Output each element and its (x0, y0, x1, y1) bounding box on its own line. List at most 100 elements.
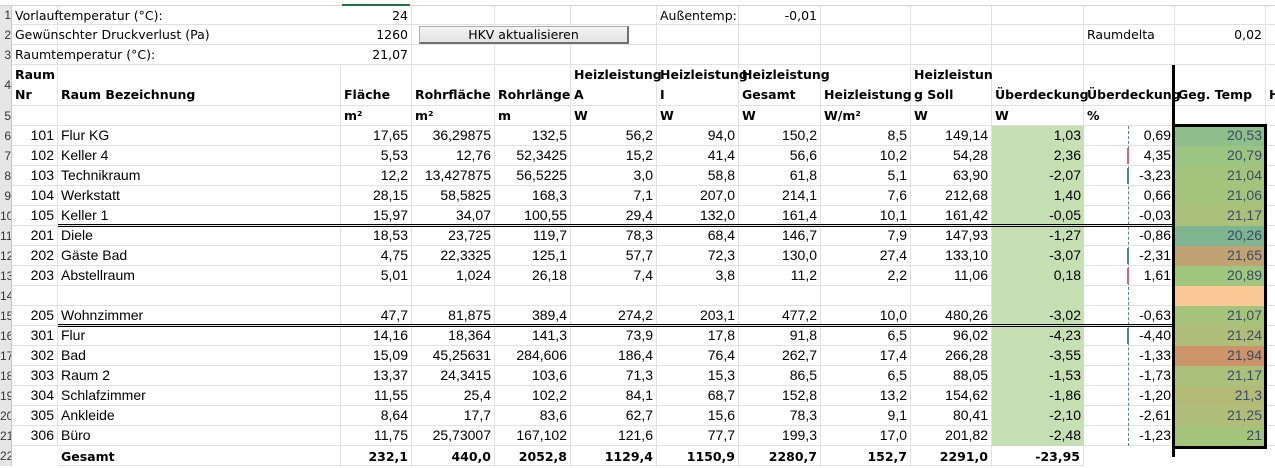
grid-cell[interactable] (1266, 286, 1275, 306)
cell-hl_a[interactable]: 15,2 (571, 146, 657, 166)
grid-cell[interactable] (1266, 326, 1275, 346)
cell-flaeche[interactable]: 12,2 (341, 166, 412, 186)
room-name[interactable]: Ankleide (58, 406, 341, 426)
druck-value[interactable]: 1260 (341, 25, 412, 45)
grid-cell[interactable] (1266, 266, 1275, 286)
cell-rohrflaeche[interactable]: 36,29875 (412, 126, 495, 146)
cell-hl_g[interactable]: 199,3 (739, 426, 821, 446)
cell-hl_g[interactable]: 130,0 (739, 246, 821, 266)
cell-flaeche[interactable] (341, 286, 412, 306)
cell-hl_g[interactable]: 477,2 (739, 306, 821, 326)
grid-cell[interactable] (571, 45, 657, 65)
cell-hl_soll[interactable]: 266,28 (911, 346, 992, 366)
cell-flaeche[interactable]: 17,65 (341, 126, 412, 146)
row-header[interactable]: 3 (0, 45, 12, 65)
cell-hl_g[interactable]: 150,2 (739, 126, 821, 146)
cell-ueber_w[interactable]: -0,05 (992, 206, 1084, 226)
raumdelta-value[interactable]: 0,02 (1175, 25, 1266, 45)
raumtemp-value[interactable]: 21,07 (341, 45, 412, 65)
cell-ueber_p[interactable]: -3,23 (1084, 166, 1175, 186)
row-header[interactable]: 7 (0, 146, 12, 166)
cell-hl_soll[interactable]: 80,41 (911, 406, 992, 426)
cell-hl_g[interactable]: 86,5 (739, 366, 821, 386)
room-name[interactable]: Werkstatt (58, 186, 341, 206)
cell-rohrflaeche[interactable]: 25,73007 (412, 426, 495, 446)
cell-rohrlaenge[interactable]: 103,6 (495, 366, 571, 386)
cell-flaeche[interactable]: 15,09 (341, 346, 412, 366)
grid-cell[interactable] (1266, 306, 1275, 326)
cell-hl_m2[interactable]: 7,6 (821, 186, 911, 206)
grid-cell[interactable] (1266, 25, 1275, 45)
geg-temp-cell[interactable]: 21,65 (1175, 246, 1266, 266)
grid-cell[interactable] (911, 6, 992, 25)
cell-hl_g[interactable]: 91,8 (739, 326, 821, 346)
geg-temp-cell[interactable] (1175, 286, 1266, 306)
geg-temp-cell[interactable]: 21,17 (1175, 366, 1266, 386)
cell-rohrlaenge[interactable]: 132,5 (495, 126, 571, 146)
cell-hl_a[interactable]: 56,2 (571, 126, 657, 146)
cell-hl_soll[interactable]: 63,90 (911, 166, 992, 186)
cell-ueber_w[interactable]: -1,27 (992, 226, 1084, 246)
room-name[interactable]: Schlafzimmer (58, 386, 341, 406)
cell-hl_m2[interactable]: 6,5 (821, 366, 911, 386)
room-number[interactable]: 302 (12, 346, 58, 366)
cell-ueber_w[interactable]: -2,48 (992, 426, 1084, 446)
room-number[interactable] (12, 286, 58, 306)
geg-temp-cell[interactable]: 21,24 (1175, 326, 1266, 346)
cell-hl_a[interactable]: 186,4 (571, 346, 657, 366)
grid-cell[interactable] (992, 45, 1084, 65)
row-header[interactable]: 17 (0, 346, 12, 366)
cell-ueber_p[interactable]: 1,61 (1084, 266, 1175, 286)
cell-hl_soll[interactable]: 88,05 (911, 366, 992, 386)
cell-hl_a[interactable]: 29,4 (571, 206, 657, 226)
cell-hl_m2[interactable]: 27,4 (821, 246, 911, 266)
grid-cell[interactable] (58, 106, 341, 126)
cell-rohrlaenge[interactable]: 26,18 (495, 266, 571, 286)
row-header[interactable]: 13 (0, 266, 12, 286)
cell-hl_m2[interactable]: 17,0 (821, 426, 911, 446)
cell-hl_g[interactable]: 61,8 (739, 166, 821, 186)
grid-cell[interactable] (1084, 6, 1175, 25)
cell-rohrlaenge[interactable]: 83,6 (495, 406, 571, 426)
cell-ueber_w[interactable]: -1,86 (992, 386, 1084, 406)
cell-hl_m2[interactable] (821, 286, 911, 306)
cell-hl_a[interactable]: 84,1 (571, 386, 657, 406)
grid-cell[interactable] (412, 45, 495, 65)
cell-ueber_w[interactable]: -3,07 (992, 246, 1084, 266)
cell-flaeche[interactable]: 15,97 (341, 206, 412, 226)
row-header[interactable]: 22 (0, 446, 12, 466)
cell-hl_m2[interactable]: 6,5 (821, 326, 911, 346)
cell-rohrlaenge[interactable]: 52,3425 (495, 146, 571, 166)
cell-ueber_w[interactable]: 1,40 (992, 186, 1084, 206)
room-number[interactable]: 306 (12, 426, 58, 446)
grid-cell[interactable] (1266, 126, 1275, 146)
room-name[interactable]: Wohnzimmer (58, 306, 341, 326)
room-number[interactable]: 101 (12, 126, 58, 146)
geg-temp-cell[interactable]: 21,94 (1175, 346, 1266, 366)
cell-hl_a[interactable]: 121,6 (571, 426, 657, 446)
aussentemp-value[interactable]: -0,01 (739, 6, 821, 25)
cell-hl_g[interactable]: 146,7 (739, 226, 821, 246)
cell-hl_soll[interactable]: 161,42 (911, 206, 992, 226)
cell-ueber_p[interactable]: -0,86 (1084, 226, 1175, 246)
grid-cell[interactable] (1266, 406, 1275, 426)
cell-ueber_p[interactable]: 0,69 (1084, 126, 1175, 146)
cell-ueber_p[interactable]: -1,73 (1084, 366, 1175, 386)
cell-hl_a[interactable]: 62,7 (571, 406, 657, 426)
cell-ueber_w[interactable]: 1,03 (992, 126, 1084, 146)
grid-cell[interactable] (911, 45, 992, 65)
cell-rohrflaeche[interactable]: 13,427875 (412, 166, 495, 186)
room-name[interactable]: Technikraum (58, 166, 341, 186)
cell-rohrlaenge[interactable]: 168,3 (495, 186, 571, 206)
cell-hl_soll[interactable]: 11,06 (911, 266, 992, 286)
cell-ueber_p[interactable]: -0,63 (1084, 306, 1175, 326)
row-header[interactable]: 15 (0, 306, 12, 326)
cell-hl_g[interactable]: 78,3 (739, 406, 821, 426)
cell-ueber_p[interactable]: -4,40 (1084, 326, 1175, 346)
grid-cell[interactable] (739, 25, 821, 45)
row-header[interactable]: 12 (0, 246, 12, 266)
cell-ueber_w[interactable]: -3,02 (992, 306, 1084, 326)
cell-hl_g[interactable]: 214,1 (739, 186, 821, 206)
cell-rohrlaenge[interactable]: 284,606 (495, 346, 571, 366)
cell-ueber_p[interactable]: 4,35 (1084, 146, 1175, 166)
